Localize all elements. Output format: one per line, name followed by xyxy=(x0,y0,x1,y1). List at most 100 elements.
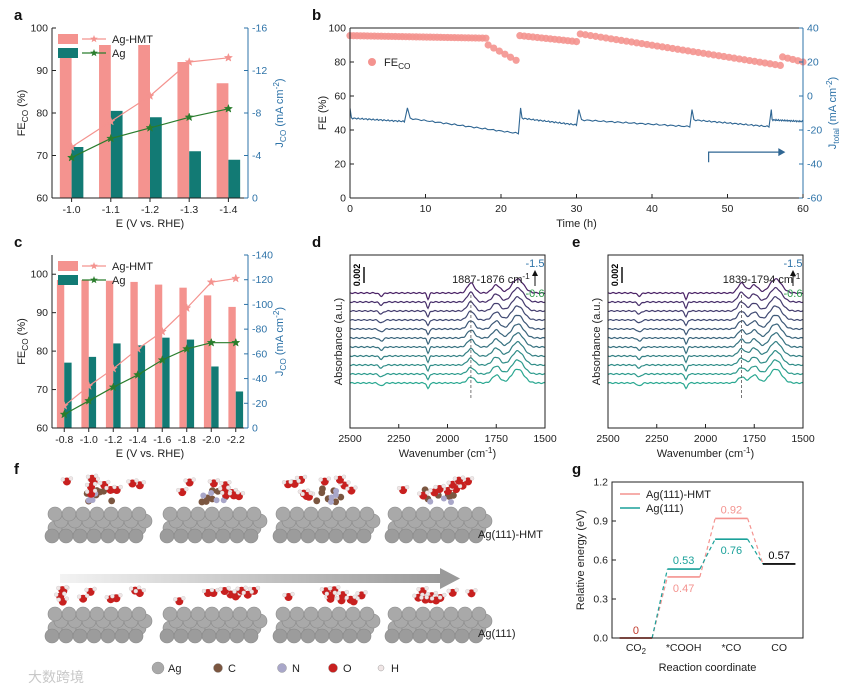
ag-atom xyxy=(429,606,445,622)
x-tick-label: -1.4 xyxy=(129,434,147,446)
nitrogen-atom xyxy=(220,497,227,504)
text-span: J xyxy=(274,142,286,148)
x-axis-label: Reaction coordinate xyxy=(659,662,757,674)
panel-letter-d: d xyxy=(312,234,321,251)
row-label-hmt: Ag(111)-HMT xyxy=(478,529,543,541)
text-span: *COOH xyxy=(666,642,702,654)
ag-atom xyxy=(100,528,116,544)
x-tick-label: 30 xyxy=(571,203,583,215)
x-axis-label: Time (h) xyxy=(556,218,597,230)
legend-marker xyxy=(90,49,98,57)
ag-atom xyxy=(303,606,319,622)
ag-atom xyxy=(468,628,484,644)
panel-letter-b: b xyxy=(312,7,321,24)
hydrogen-atom xyxy=(218,486,223,491)
ag-atom xyxy=(128,528,144,544)
hydrogen-atom xyxy=(452,476,458,481)
ag-slab xyxy=(159,506,268,544)
hydrogen-atom xyxy=(241,590,246,595)
ag-atom xyxy=(159,528,175,544)
hydrogen-atom xyxy=(118,593,123,598)
ag-atom xyxy=(103,506,119,522)
marker-ag xyxy=(157,355,167,364)
ag-atom xyxy=(75,606,91,622)
ag-atom xyxy=(44,628,60,644)
hydrogen-atom xyxy=(54,592,59,597)
ag-atom xyxy=(72,528,88,544)
ag-atom xyxy=(317,606,333,622)
legend-label: Ag-HMT xyxy=(112,261,153,273)
ag-atom xyxy=(426,528,442,544)
ag-atom xyxy=(454,628,470,644)
marker-ag-hmt xyxy=(108,363,118,373)
text-span: FE xyxy=(384,57,398,69)
ag-atom xyxy=(75,506,91,522)
legend-atom-c xyxy=(213,663,223,673)
hydrogen-atom xyxy=(60,477,66,482)
panel-letter-f: f xyxy=(14,461,20,478)
hydrogen-atom xyxy=(302,474,308,480)
legend-label: Ag xyxy=(112,48,125,60)
ag-atom xyxy=(345,506,361,522)
spectrum-line xyxy=(349,286,546,310)
hydrogen-atom xyxy=(201,588,207,594)
marker-ag-hmt xyxy=(206,277,216,287)
hydrogen-atom xyxy=(288,479,293,485)
ag-atom xyxy=(356,628,372,644)
range-top-label: -1.5 xyxy=(784,258,803,270)
ag-atom xyxy=(215,528,231,544)
ag-atom xyxy=(272,628,288,644)
spectrum-line xyxy=(607,359,804,381)
ag-atom xyxy=(356,528,372,544)
marker-ag xyxy=(206,337,216,347)
hydrogen-atom xyxy=(126,479,131,484)
ag-atom xyxy=(412,528,428,544)
ag-atom xyxy=(204,506,220,522)
x-tick-label: 0 xyxy=(347,203,353,215)
adsorbate-cluster xyxy=(282,585,368,606)
legend-marker xyxy=(90,35,98,43)
legend-atom-label: N xyxy=(292,663,300,675)
hydrogen-atom xyxy=(327,586,333,591)
bar-ag xyxy=(162,337,170,428)
y-axis-label: FECO (%) xyxy=(16,318,30,365)
x-tick-label: 2250 xyxy=(387,433,411,445)
hydrogen-atom xyxy=(465,589,470,594)
hydrogen-atom xyxy=(93,473,99,478)
ag-atom xyxy=(387,606,403,622)
ag-slab xyxy=(384,606,493,644)
legend-atom-label: Ag xyxy=(168,663,181,675)
ag-atom xyxy=(131,606,147,622)
spectrum-line xyxy=(349,332,546,355)
legend-marker xyxy=(90,276,98,284)
text-span: -2 xyxy=(272,82,281,90)
ag-atom xyxy=(131,506,147,522)
y-axis-label: FECO (%) xyxy=(16,90,30,137)
ag-atom xyxy=(176,506,192,522)
marker-ag xyxy=(84,395,94,405)
bar-ag-hmt xyxy=(81,279,89,428)
ag-atom xyxy=(440,628,456,644)
arrow-head xyxy=(778,148,786,157)
hydrogen-atom xyxy=(92,481,98,487)
value-label: 0.53 xyxy=(673,555,694,567)
ag-slab xyxy=(272,506,381,544)
nitrogen-atom xyxy=(427,498,434,505)
ag-atom xyxy=(61,606,77,622)
hydrogen-atom xyxy=(341,474,347,479)
hydrogen-atom xyxy=(220,490,225,496)
x-category-label: CO2 xyxy=(626,642,646,656)
ag-atom xyxy=(303,506,319,522)
fe-point xyxy=(495,47,503,55)
ag-atom xyxy=(384,528,400,544)
hydrogen-atom xyxy=(207,479,212,484)
hydrogen-atom xyxy=(344,595,349,600)
carbon-atom xyxy=(337,493,345,501)
bar-ag xyxy=(137,345,146,428)
ag-atom xyxy=(272,528,288,544)
fe-point xyxy=(482,34,490,42)
hydrogen-atom xyxy=(416,587,421,592)
hydrogen-atom xyxy=(226,585,231,591)
